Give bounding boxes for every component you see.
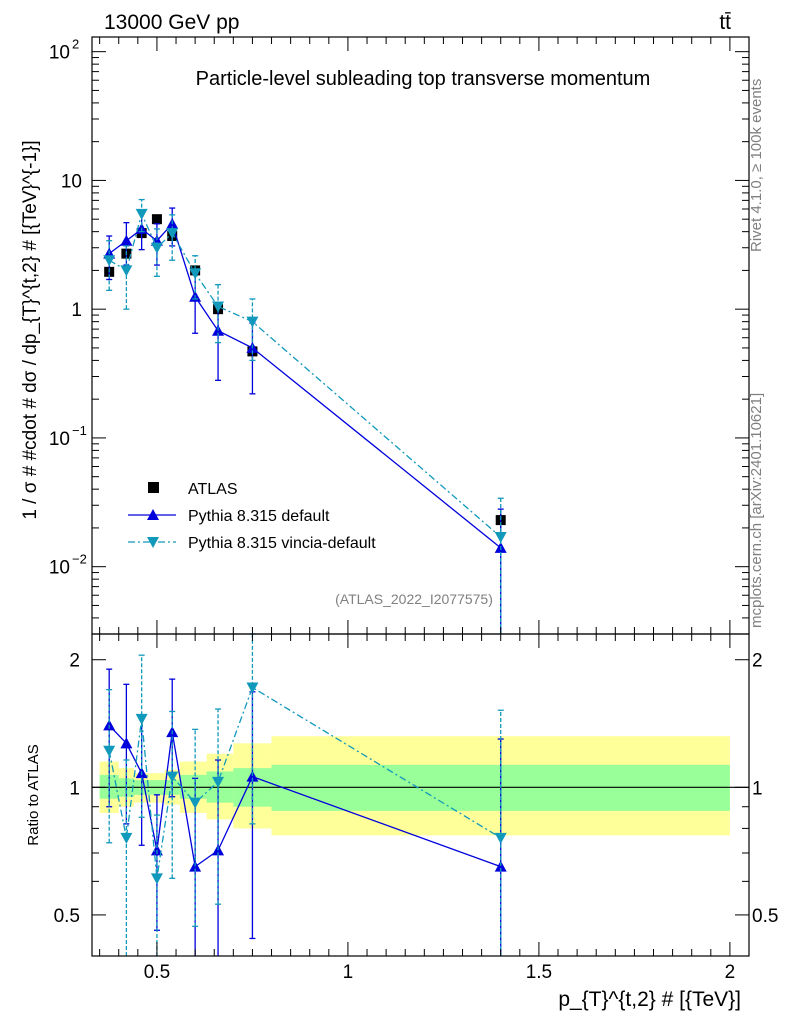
y-tick-exponent: −1 bbox=[72, 423, 87, 438]
legend-label: Pythia 8.315 vincia-default bbox=[188, 535, 376, 552]
x-axis-label: p_{T}^{t,2} # [{TeV}] bbox=[558, 988, 741, 1011]
x-tick-label: 1.5 bbox=[526, 962, 552, 983]
ratio-frame bbox=[91, 633, 750, 957]
y-tick-label: 10 bbox=[49, 43, 70, 64]
ratio-y-tick-label: 1 bbox=[69, 778, 80, 799]
x-tick-label: 2 bbox=[725, 962, 736, 983]
plot-title: Particle-level subleading top transverse… bbox=[196, 68, 651, 90]
data-point bbox=[494, 532, 507, 544]
ratio-panel: 0.5 0.5 1 1 2 2 0.5 1 1.5 2 Ratio to ATLAS p_{T}^… bbox=[25, 633, 778, 1011]
ratio-point bbox=[494, 832, 507, 844]
series-atlas bbox=[104, 214, 506, 531]
y-tick-label: 10 bbox=[49, 558, 70, 579]
ratio-y-tick-label-right: 2 bbox=[752, 651, 763, 672]
series-line bbox=[108, 222, 502, 549]
ratio-point bbox=[212, 776, 225, 788]
legend-item: Pythia 8.315 default bbox=[128, 508, 330, 525]
data-point bbox=[150, 242, 163, 254]
legend-label: ATLAS bbox=[188, 481, 238, 498]
y-tick-label: 10 bbox=[61, 171, 82, 192]
ratio-point bbox=[150, 844, 163, 856]
y-axis-label: 1 / σ # #cdot # dσ / dp_{T}^{t,2} # [{Te… bbox=[20, 140, 41, 519]
legend-marker bbox=[147, 509, 159, 520]
legend-item: ATLAS bbox=[148, 481, 238, 498]
analysis-watermark: (ATLAS_2022_I2077575) bbox=[335, 591, 493, 607]
data-point bbox=[120, 234, 133, 246]
mcplots-label: mcplots.cern.ch [arXiv:2401.10621] bbox=[748, 393, 765, 628]
ratio-point bbox=[166, 771, 179, 783]
ratio-point bbox=[135, 713, 148, 725]
data-point bbox=[166, 228, 179, 240]
ratio-point bbox=[120, 737, 133, 749]
ratio-point bbox=[103, 745, 116, 757]
series-line bbox=[108, 211, 502, 538]
y-tick-exponent: 2 bbox=[72, 37, 79, 52]
legend-item: Pythia 8.315 vincia-default bbox=[128, 535, 376, 552]
y-tick-label: 1 bbox=[71, 300, 82, 321]
ratio-y-tick-label-right: 0.5 bbox=[752, 906, 778, 927]
ratio-point bbox=[246, 770, 259, 782]
ratio-y-axis-label: Ratio to ATLAS bbox=[25, 744, 42, 845]
x-tick-label: 1 bbox=[343, 962, 354, 983]
data-point bbox=[135, 208, 148, 220]
legend-marker bbox=[148, 482, 159, 493]
ratio-point bbox=[120, 832, 133, 844]
rivet-version-label: Rivet 4.1.0, ≥ 100k events bbox=[748, 79, 765, 252]
ratio-series-pythia-8-315-vincia-default bbox=[103, 633, 507, 956]
ratio-point bbox=[494, 860, 507, 872]
data-point bbox=[189, 268, 202, 280]
series-pythia-8-315-default bbox=[103, 207, 507, 634]
data-point bbox=[246, 316, 259, 328]
process-label: tt̄ bbox=[719, 11, 731, 34]
legend-marker bbox=[147, 537, 159, 548]
ratio-point bbox=[246, 682, 259, 694]
ratio-y-tick-label-right: 1 bbox=[752, 778, 763, 799]
x-tick-label: 0.5 bbox=[144, 962, 170, 983]
ratio-point bbox=[189, 797, 202, 809]
y-tick-exponent: −2 bbox=[72, 552, 87, 567]
data-point bbox=[151, 214, 162, 225]
legend: ATLAS Pythia 8.315 default Pythia 8.315 vi… bbox=[128, 481, 376, 552]
data-point bbox=[212, 301, 225, 313]
series-pythia-8-315-vincia-default bbox=[103, 198, 507, 634]
data-point bbox=[103, 255, 116, 267]
y-tick-label: 10 bbox=[49, 429, 70, 450]
legend-label: Pythia 8.315 default bbox=[188, 508, 330, 525]
ratio-y-tick-label: 2 bbox=[69, 651, 80, 672]
data-point bbox=[120, 265, 133, 277]
ratio-y-tick-label: 0.5 bbox=[54, 906, 80, 927]
energy-label: 13000 GeV pp bbox=[104, 11, 239, 34]
ratio-point bbox=[150, 873, 163, 885]
